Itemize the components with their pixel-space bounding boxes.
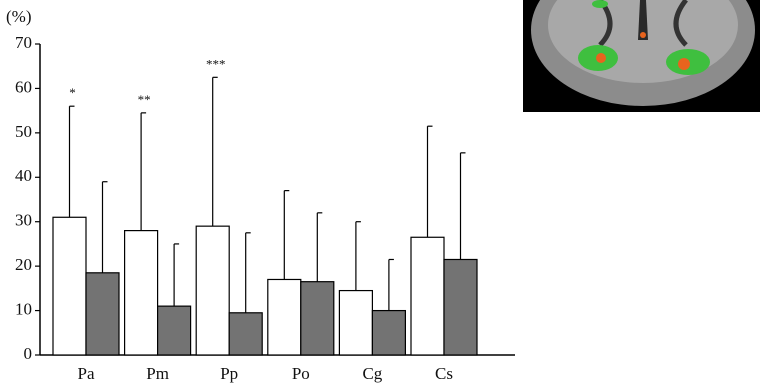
x-tick-label: Po (292, 364, 310, 383)
y-tick-label: 40 (15, 166, 32, 185)
bar (196, 226, 229, 355)
bar (86, 273, 119, 355)
y-tick-label: 70 (15, 33, 32, 52)
bar (268, 279, 301, 355)
significance-label: ** (138, 92, 151, 107)
y-axis-label: (%) (6, 7, 31, 26)
bar (125, 231, 158, 355)
y-tick-label: 0 (24, 344, 33, 363)
bar (444, 259, 477, 355)
significance-label: *** (206, 56, 226, 71)
bar (411, 237, 444, 355)
x-tick-label: Pp (220, 364, 238, 383)
bar (53, 217, 86, 355)
bar (229, 313, 262, 355)
y-tick-label: 50 (15, 122, 32, 141)
brain-image (523, 0, 760, 112)
bar (372, 311, 405, 355)
y-tick-label: 30 (15, 211, 32, 230)
x-tick-label: Cs (435, 364, 453, 383)
y-tick-label: 20 (15, 255, 32, 274)
significance-label: * (69, 85, 76, 100)
x-tick-label: Cg (362, 364, 382, 383)
x-tick-label: Pm (146, 364, 169, 383)
bar (158, 306, 191, 355)
x-tick-label: Pa (78, 364, 95, 383)
bar (339, 291, 372, 355)
y-tick-label: 60 (15, 77, 32, 96)
y-tick-label: 10 (15, 299, 32, 318)
bar (301, 282, 334, 355)
chart: (%) 0 10 20 30 40 50 60 70 Pa * Pm ** Pp *** Po Cg Cs (0, 0, 760, 390)
